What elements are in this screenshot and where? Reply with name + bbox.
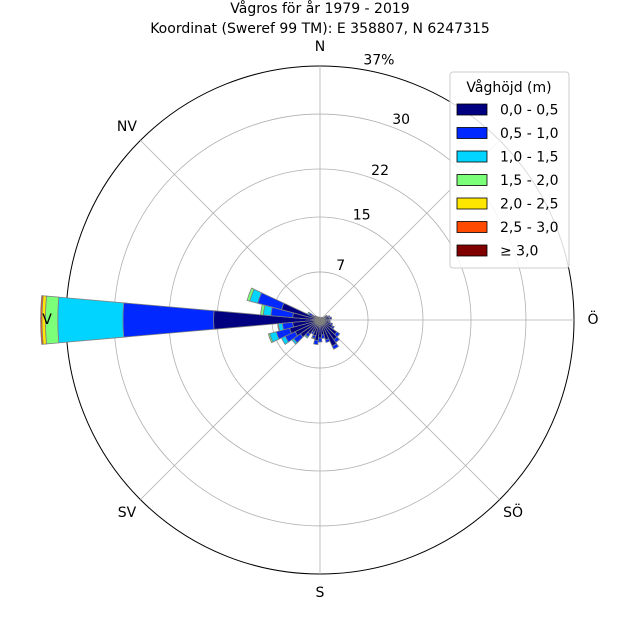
legend-swatch: [456, 127, 488, 139]
sector-bar-segment: [40, 295, 44, 345]
legend-label: 2,0 - 2,5: [500, 197, 558, 213]
grid-spoke: [140, 319, 321, 500]
legend-box: [449, 71, 570, 269]
legend-items: 0,0 - 0,5 0,5 - 1,0 1,0 - 1,5 1,5 - 2,0 2,0 …: [456, 103, 558, 260]
chart-subtitle: Koordinat (Sweref 99 TM): E 358807, N 62…: [150, 21, 490, 37]
legend-swatch: [456, 150, 488, 163]
sector-bar-segment: [267, 333, 274, 344]
sector-bar-segment: [122, 302, 215, 338]
direction-label: Ö: [587, 310, 598, 328]
legend-swatch: [456, 197, 488, 210]
sector-bar-segment: [57, 296, 125, 344]
sector-bar-segment: [313, 339, 319, 346]
radial-tick-label: 22: [371, 163, 389, 179]
sector-bar-segment: [311, 336, 316, 340]
legend-label: 0,5 - 1,0: [500, 126, 558, 142]
direction-label: N: [315, 39, 325, 55]
legend-swatch: [456, 103, 488, 116]
grid-spoke: [319, 319, 500, 500]
sector-bar-segment: [324, 338, 331, 344]
sector-bar-segment: [314, 315, 318, 318]
sector-bar-segment: [328, 316, 333, 320]
legend: Våghöjd (m) 0,0 - 0,5 0,5 - 1,0 1,0 - 1,5 1…: [449, 71, 570, 269]
direction-label: V: [42, 312, 52, 328]
radial-tick-label: 7: [336, 258, 345, 274]
sector-bar-segment: [246, 287, 255, 302]
sector-bar-segment: [277, 323, 281, 332]
legend-swatch: [456, 244, 488, 257]
chart-title: Vågros för år 1979 - 2019: [230, 0, 409, 17]
radial-tick-labels: 7 15 22 30 37%: [336, 53, 410, 274]
direction-label: NV: [117, 119, 137, 135]
sector-bar-segment: [307, 311, 311, 316]
radial-tick-label: 30: [392, 112, 410, 128]
legend-swatch: [456, 221, 488, 233]
legend-label: 1,5 - 2,0: [500, 173, 558, 189]
direction-label: S: [316, 585, 325, 601]
legend-title: Våghöjd (m): [466, 79, 551, 96]
direction-labels: N NV V SV S SÖ Ö: [42, 39, 598, 601]
sector-bars: [40, 287, 341, 350]
sector-bar-segment: [331, 343, 340, 350]
legend-label: 0,0 - 0,5: [500, 103, 558, 119]
radial-tick-label: 15: [353, 207, 371, 223]
grid-spoke: [140, 140, 321, 321]
radial-tick-label: 37%: [363, 53, 394, 69]
direction-label: SV: [118, 505, 137, 521]
legend-label: ≥ 3,0: [500, 244, 538, 260]
legend-label: 1,0 - 1,5: [500, 150, 558, 166]
legend-label: 2,5 - 3,0: [500, 220, 558, 236]
direction-label: SÖ: [503, 503, 523, 521]
legend-swatch: [456, 174, 488, 186]
